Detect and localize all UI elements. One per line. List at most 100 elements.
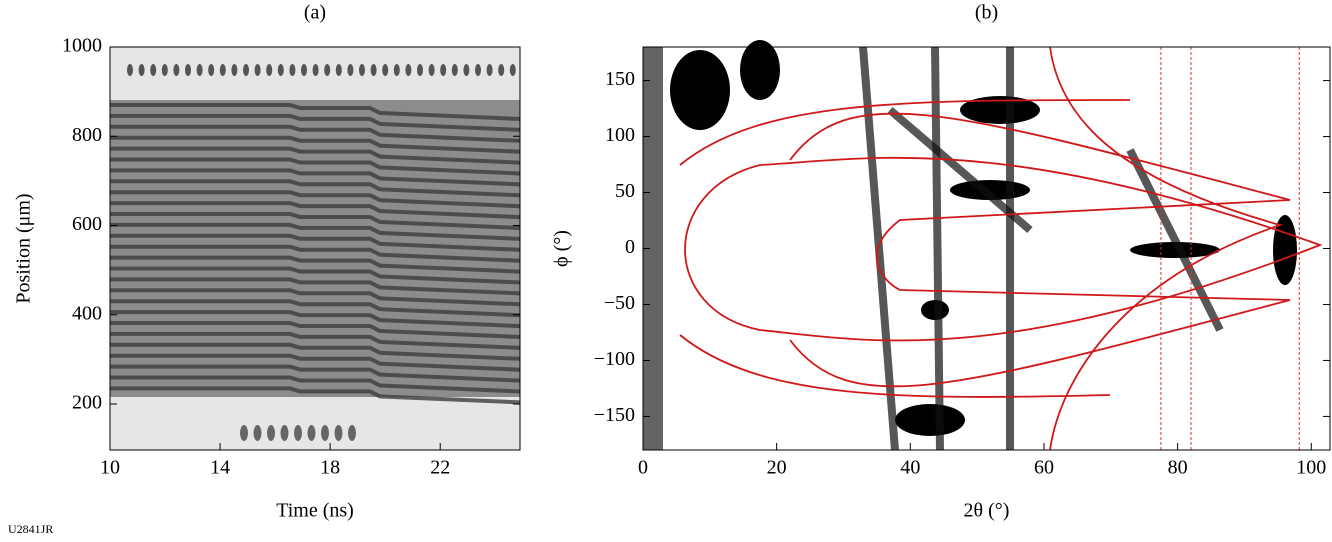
streak — [859, 46, 899, 451]
stripe — [110, 321, 521, 339]
x-tick-label: 20 — [767, 457, 787, 479]
outline — [684, 156, 1323, 342]
y-tick-label: 0 — [625, 236, 635, 258]
marker-dot — [486, 64, 493, 76]
y-tick-label: 400 — [72, 302, 102, 324]
marker-dot — [196, 64, 203, 76]
stripe — [110, 353, 521, 372]
stripe — [110, 331, 521, 350]
marker-dot — [294, 425, 302, 441]
outline — [679, 334, 1111, 398]
marker-dot — [370, 64, 377, 76]
stripe — [110, 233, 521, 252]
blob — [1130, 242, 1220, 258]
marker-dot — [334, 425, 343, 441]
marker-dot — [266, 64, 273, 76]
x-tick-label: 22 — [430, 457, 450, 479]
marker-dot — [253, 425, 262, 441]
stripe — [110, 222, 521, 241]
stripe — [110, 135, 521, 154]
marker-dot — [451, 64, 458, 76]
marker-dot — [475, 64, 481, 76]
x-axis-label: 2θ (°) — [964, 500, 1010, 522]
y-tick-label: 800 — [72, 124, 102, 146]
stripe — [110, 364, 521, 383]
x-tick-label: 18 — [320, 457, 340, 479]
marker-dot — [173, 64, 180, 76]
stripe — [110, 190, 521, 209]
stripe — [110, 266, 521, 285]
stripe — [110, 386, 521, 405]
figure-id: U2841JR — [8, 522, 53, 536]
marker-dot — [335, 64, 342, 76]
stripe — [110, 157, 521, 176]
stripe — [110, 299, 521, 318]
x-tick-label: 10 — [100, 457, 120, 479]
y-tick-label: 1000 — [62, 35, 102, 57]
marker-dot — [324, 64, 331, 76]
stripe — [110, 146, 521, 165]
marker-dot — [463, 64, 470, 76]
stripe — [110, 255, 521, 274]
marker-dot — [301, 64, 307, 76]
y-tick-label: 150 — [605, 68, 635, 90]
y-axis-label: ϕ (°) — [551, 230, 573, 267]
marker-dot — [185, 64, 191, 76]
blob — [895, 404, 965, 436]
stripe — [110, 124, 521, 143]
stripe — [110, 310, 521, 329]
x-axis-label: Time (ns) — [276, 500, 354, 522]
y-tick-label: 50 — [615, 180, 635, 202]
blob — [1273, 215, 1297, 285]
outline — [679, 99, 1131, 166]
marker-dot — [347, 64, 354, 76]
blob — [960, 96, 1040, 124]
y-tick-label: 200 — [72, 392, 102, 414]
x-tick-label: 100 — [1296, 457, 1326, 479]
marker-dot — [382, 64, 389, 76]
x-tick-label: 60 — [1034, 457, 1054, 479]
marker-dot — [208, 64, 215, 76]
stripe — [110, 212, 521, 230]
stripe — [110, 375, 521, 394]
streak — [887, 106, 1033, 234]
outline — [789, 112, 1291, 388]
stripe — [110, 342, 521, 361]
marker-dot — [243, 64, 249, 76]
marker-dot — [150, 64, 157, 76]
y-tick-label: −150 — [594, 404, 635, 426]
outline — [1049, 46, 1284, 451]
marker-dot — [348, 425, 356, 441]
stripe — [110, 179, 521, 198]
y-axis-label: Position (μm) — [13, 193, 35, 303]
x-tick-label: 80 — [1168, 457, 1188, 479]
streak — [1126, 148, 1224, 332]
chart-title: (b) — [975, 2, 998, 24]
x-tick-label: 14 — [210, 457, 230, 479]
marker-dot — [440, 64, 447, 76]
y-tick-label: 100 — [605, 124, 635, 146]
marker-dot — [127, 64, 133, 76]
stripe — [110, 288, 521, 307]
blob — [740, 40, 780, 100]
stripe — [110, 168, 521, 187]
stripe — [110, 113, 521, 132]
marker-dot — [405, 64, 412, 76]
marker-dot — [240, 425, 248, 441]
marker-dot — [277, 64, 284, 76]
marker-dot — [428, 64, 435, 76]
marker-dot — [321, 425, 329, 441]
plot-frame — [109, 46, 521, 451]
marker-dot — [359, 64, 365, 76]
marker-dot — [267, 425, 275, 441]
marker-dot — [307, 425, 316, 441]
stripe — [110, 277, 521, 296]
y-tick-label: −50 — [604, 292, 635, 314]
streak — [931, 46, 944, 451]
blob — [670, 50, 730, 130]
stripe — [110, 244, 521, 263]
y-tick-label: 600 — [72, 213, 102, 235]
marker-dot — [498, 64, 505, 76]
marker-dot — [219, 64, 226, 76]
